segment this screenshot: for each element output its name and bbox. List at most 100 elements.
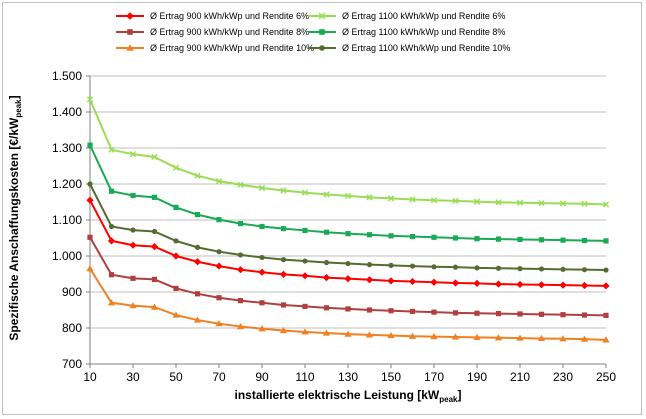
legend-label: Ø Ertrag 1100 kWh/kWp und Rendite 6%	[342, 11, 505, 21]
y-tick-label: 1.400	[52, 105, 82, 119]
data-point	[323, 191, 330, 198]
tick-labels: 700 800 900 1.000 1.100 1.200 1.300 1.400 1.500 1…	[52, 69, 616, 384]
data-point	[259, 254, 265, 261]
y-tick-label: 1.000	[52, 249, 82, 263]
series-4	[86, 96, 610, 208]
series-1	[86, 196, 610, 290]
data-point	[452, 310, 459, 316]
legend-entry-2: Ø Ertrag 900 kWh/kWp und Rendite 8%	[116, 27, 309, 37]
data-point	[452, 264, 459, 270]
data-point	[409, 233, 416, 240]
data-point	[193, 258, 202, 266]
data-point	[86, 196, 94, 204]
data-point	[495, 265, 502, 271]
data-point	[108, 188, 115, 194]
data-point	[194, 291, 201, 297]
legend-entry-6: Ø Ertrag 1100 kWh/kWp und Rendite 10%	[308, 43, 510, 53]
data-point	[430, 278, 438, 286]
data-point	[559, 281, 567, 289]
data-point	[345, 231, 351, 237]
data-point	[452, 197, 459, 205]
legend-entry-4: Ø Ertrag 1100 kWh/kWp und Rendite 6%	[308, 11, 505, 21]
data-point	[129, 241, 137, 249]
data-point	[107, 299, 116, 306]
series-group	[86, 96, 610, 343]
data-point	[194, 172, 201, 179]
data-point	[279, 326, 288, 334]
data-point	[517, 311, 523, 317]
data-point	[538, 266, 545, 272]
data-point	[517, 266, 523, 272]
data-point	[365, 276, 374, 284]
series-2	[87, 234, 609, 318]
legend-label: Ø Ertrag 900 kWh/kWp und Rendite 10%	[150, 43, 314, 53]
data-point	[602, 282, 610, 290]
data-point	[581, 237, 588, 244]
gridlines	[90, 75, 606, 365]
series-line	[89, 144, 607, 242]
data-point	[431, 264, 437, 270]
data-point	[516, 199, 524, 206]
data-point	[344, 330, 352, 337]
data-point	[301, 189, 309, 196]
data-point	[603, 267, 609, 273]
series-5	[87, 142, 609, 244]
data-point	[216, 295, 222, 301]
data-point	[236, 322, 245, 330]
legend-entry-1: Ø Ertrag 900 kWh/kWp und Rendite 6%	[116, 11, 309, 21]
data-point	[430, 197, 438, 204]
data-point	[302, 227, 308, 234]
data-point	[366, 232, 373, 238]
data-point	[237, 181, 244, 188]
data-point	[302, 258, 308, 264]
data-point	[580, 281, 589, 290]
x-tick-label: 90	[255, 370, 269, 384]
data-point	[194, 244, 201, 250]
legend-label: Ø Ertrag 900 kWh/kWp und Rendite 6%	[150, 11, 309, 21]
chart-frame	[2, 2, 642, 415]
data-point	[560, 312, 566, 318]
data-point	[108, 272, 115, 278]
legend-marker	[319, 45, 325, 51]
data-point	[87, 234, 93, 240]
data-point	[173, 285, 179, 291]
data-point	[323, 305, 330, 311]
data-point	[409, 196, 416, 203]
data-point	[86, 96, 94, 103]
x-tick-label: 150	[381, 370, 401, 384]
data-point	[388, 308, 394, 314]
data-point	[258, 268, 266, 276]
legend-label: Ø Ertrag 1100 kWh/kWp und Rendite 10%	[342, 43, 510, 53]
x-tick-label: 50	[169, 370, 183, 384]
data-point	[560, 237, 566, 243]
data-point	[494, 334, 503, 341]
data-point	[559, 200, 567, 207]
data-point	[280, 187, 287, 194]
data-point	[409, 308, 416, 315]
data-point	[537, 281, 546, 289]
series-line	[89, 99, 607, 206]
data-point	[108, 223, 115, 230]
data-point	[495, 236, 502, 242]
data-point	[215, 262, 223, 270]
data-point	[431, 234, 437, 240]
data-point	[494, 280, 503, 288]
data-point	[430, 333, 438, 340]
series-line	[89, 199, 607, 287]
data-point	[387, 195, 395, 202]
data-point	[216, 249, 222, 255]
data-point	[388, 233, 394, 239]
data-point	[151, 194, 158, 200]
data-point	[452, 235, 459, 241]
legend-marker	[319, 29, 325, 35]
y-tick-label: 1.200	[52, 177, 82, 191]
data-point	[280, 257, 287, 263]
data-point	[237, 252, 244, 258]
data-point	[301, 272, 309, 280]
data-point	[474, 265, 480, 271]
y-tick-label: 1.500	[52, 69, 82, 83]
data-point	[516, 280, 524, 289]
data-point	[280, 302, 287, 308]
data-point	[215, 177, 223, 185]
data-point	[172, 164, 180, 171]
